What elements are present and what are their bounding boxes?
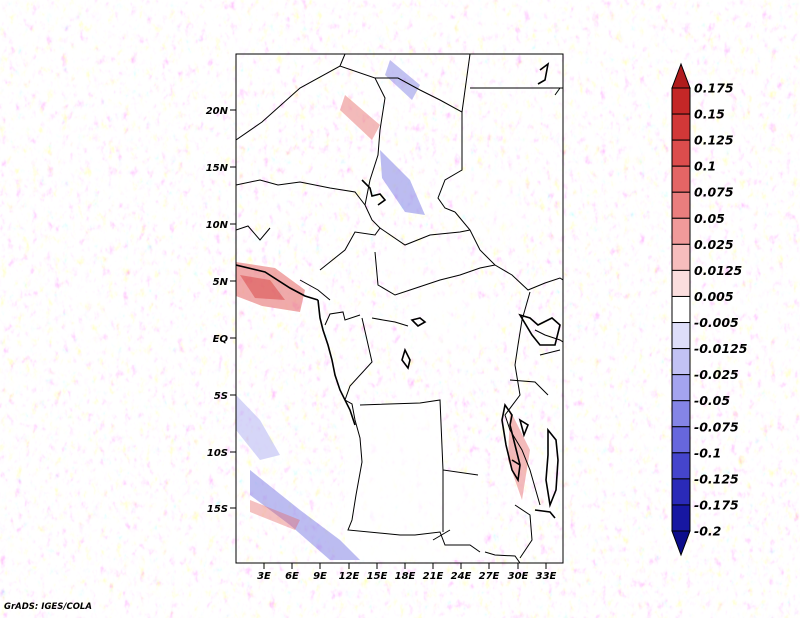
colorbar-segment [671,504,691,532]
lon-label: 6E [285,571,299,582]
lat-label: EQ [213,334,229,345]
colorbar-segment [671,374,691,402]
colorbar-label: 0.15 [694,107,725,122]
colorbar-segment [671,295,691,324]
colorbar-label: -0.2 [694,524,721,539]
latitude-axis: 20N 15N 10N 5N EQ 5S 10S 15S [206,106,236,515]
lon-label: 21E [423,571,444,582]
colorbar-label: -0.0125 [694,341,748,356]
longitude-axis: 3E 6E 9E 12E 15E 18E 21E 24E 27E 30E 33E [257,563,557,582]
colorbar-segment [671,426,691,454]
colorbar-label: -0.075 [694,419,739,434]
colorbar-segment [671,139,691,167]
lat-label: 10N [206,220,229,231]
map-frame [235,53,564,564]
map-panel: 20N 15N 10N 5N EQ 5S 10S 15S [206,53,564,582]
lon-label: 30E [508,571,529,582]
lat-label: 15N [206,163,229,174]
lat-label: 10S [207,448,228,459]
lakes-and-coast [236,62,561,519]
colorbar-segment [671,113,691,141]
colorbar-label: 0.005 [694,289,734,304]
lat-label: 20N [206,106,229,117]
colorbar-segment [671,165,691,193]
colorbar-label: 0.175 [694,81,734,96]
colorbar-segment [671,269,691,297]
colorbar-segment [671,322,691,350]
colorbar-segment [671,62,691,89]
colorbar-segment [671,87,691,115]
colorbar-segment [671,530,691,557]
map-title: Vertical velocity [m/s] at 925hPa, VT: 2… [32,14,768,44]
colorbar: 0.175 0.15 0.125 0.1 0.075 0.05 0.025 0.0125 0.0… [671,62,748,557]
colorbar-label: 0.1 [694,159,716,174]
colorbar-segment [671,191,691,219]
lon-label: 15E [367,571,388,582]
colorbar-segment [671,243,691,271]
lon-label: 9E [313,571,327,582]
colorbar-label: -0.125 [694,471,739,486]
lon-label: 3E [257,571,271,582]
colorbar-segment [671,348,691,376]
lon-label: 18E [395,571,416,582]
colorbar-segment [671,478,691,506]
grads-credit: GrADS: IGES/COLA [4,602,92,612]
colorbar-label: -0.005 [694,315,739,330]
colorbar-label: 0.05 [694,211,725,226]
colorbar-label: -0.1 [694,445,721,460]
lon-label: 27E [479,571,500,582]
colorbar-label: -0.05 [694,393,730,408]
colorbar-label: 0.125 [694,133,734,148]
field-features [236,60,540,560]
colorbar-label: 0.025 [694,237,734,252]
lon-label: 24E [451,571,472,582]
colorbar-label: 0.075 [694,185,734,200]
colorbar-label: -0.175 [694,497,739,512]
country-borders [236,54,563,563]
lat-label: 15S [207,504,228,515]
colorbar-label: -0.025 [694,367,739,382]
colorbar-segment [671,452,691,480]
lat-label: 5S [214,391,228,402]
lon-label: 12E [339,571,360,582]
lon-label: 33E [536,571,557,582]
colorbar-label: 0.0125 [694,263,743,278]
colorbar-segment [671,400,691,428]
lat-label: 5N [213,277,229,288]
colorbar-segment [671,217,691,245]
